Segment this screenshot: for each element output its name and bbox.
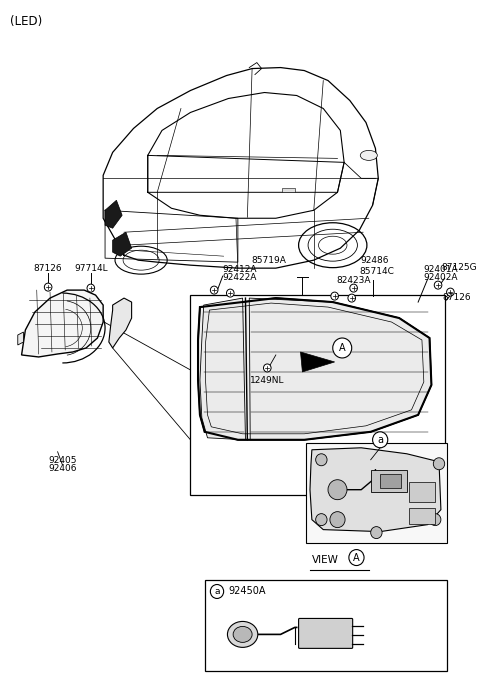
Circle shape <box>316 454 327 466</box>
Polygon shape <box>249 298 432 440</box>
Text: 87125G: 87125G <box>441 263 477 272</box>
Text: 92406: 92406 <box>48 464 77 473</box>
Text: 1249NL: 1249NL <box>250 376 285 385</box>
Circle shape <box>433 458 444 470</box>
Bar <box>380 474 401 488</box>
Polygon shape <box>200 298 245 440</box>
Text: 92405: 92405 <box>48 456 77 464</box>
Circle shape <box>210 584 224 599</box>
Bar <box>408 481 435 502</box>
Circle shape <box>446 288 454 296</box>
Circle shape <box>430 514 441 526</box>
Polygon shape <box>113 233 132 256</box>
Bar <box>191 295 444 494</box>
Text: a: a <box>214 587 220 596</box>
Text: 87126: 87126 <box>34 264 62 273</box>
Ellipse shape <box>360 151 377 160</box>
Text: 92402A: 92402A <box>424 273 458 282</box>
Text: 92450A: 92450A <box>228 587 266 597</box>
Circle shape <box>372 432 388 448</box>
Bar <box>371 470 407 492</box>
Text: 85719A: 85719A <box>252 256 287 265</box>
Polygon shape <box>105 201 122 228</box>
Circle shape <box>350 284 358 292</box>
Text: 92486: 92486 <box>360 256 389 265</box>
Circle shape <box>264 364 271 372</box>
Ellipse shape <box>233 627 252 642</box>
Circle shape <box>348 294 356 302</box>
Circle shape <box>210 286 218 294</box>
Polygon shape <box>198 298 432 440</box>
Circle shape <box>434 281 442 289</box>
Circle shape <box>349 550 364 565</box>
Circle shape <box>87 284 95 292</box>
Text: 92422A: 92422A <box>223 273 257 282</box>
Polygon shape <box>310 448 441 531</box>
Text: A: A <box>339 343 346 353</box>
Polygon shape <box>22 290 103 357</box>
Text: 85714C: 85714C <box>360 267 394 276</box>
Bar <box>306 443 446 543</box>
Bar <box>408 507 435 524</box>
Bar <box>281 188 295 192</box>
Circle shape <box>331 292 338 300</box>
FancyBboxPatch shape <box>299 619 353 649</box>
Circle shape <box>44 283 52 291</box>
Circle shape <box>316 514 327 526</box>
Text: 97714L: 97714L <box>74 264 108 273</box>
Circle shape <box>328 479 347 500</box>
Circle shape <box>330 512 345 528</box>
Polygon shape <box>18 332 24 345</box>
Ellipse shape <box>228 621 258 647</box>
Text: 87126: 87126 <box>443 293 471 302</box>
Text: 92412A: 92412A <box>223 265 257 274</box>
Polygon shape <box>300 352 335 372</box>
Circle shape <box>227 289 234 297</box>
Text: a: a <box>377 435 383 445</box>
Bar <box>204 580 446 671</box>
Circle shape <box>371 527 382 539</box>
Text: A: A <box>353 552 360 563</box>
Polygon shape <box>109 298 132 348</box>
Text: 82423A: 82423A <box>336 276 371 285</box>
Text: (LED): (LED) <box>10 15 42 28</box>
Text: 92401A: 92401A <box>424 265 458 274</box>
Circle shape <box>333 338 352 358</box>
Text: VIEW: VIEW <box>312 554 339 565</box>
